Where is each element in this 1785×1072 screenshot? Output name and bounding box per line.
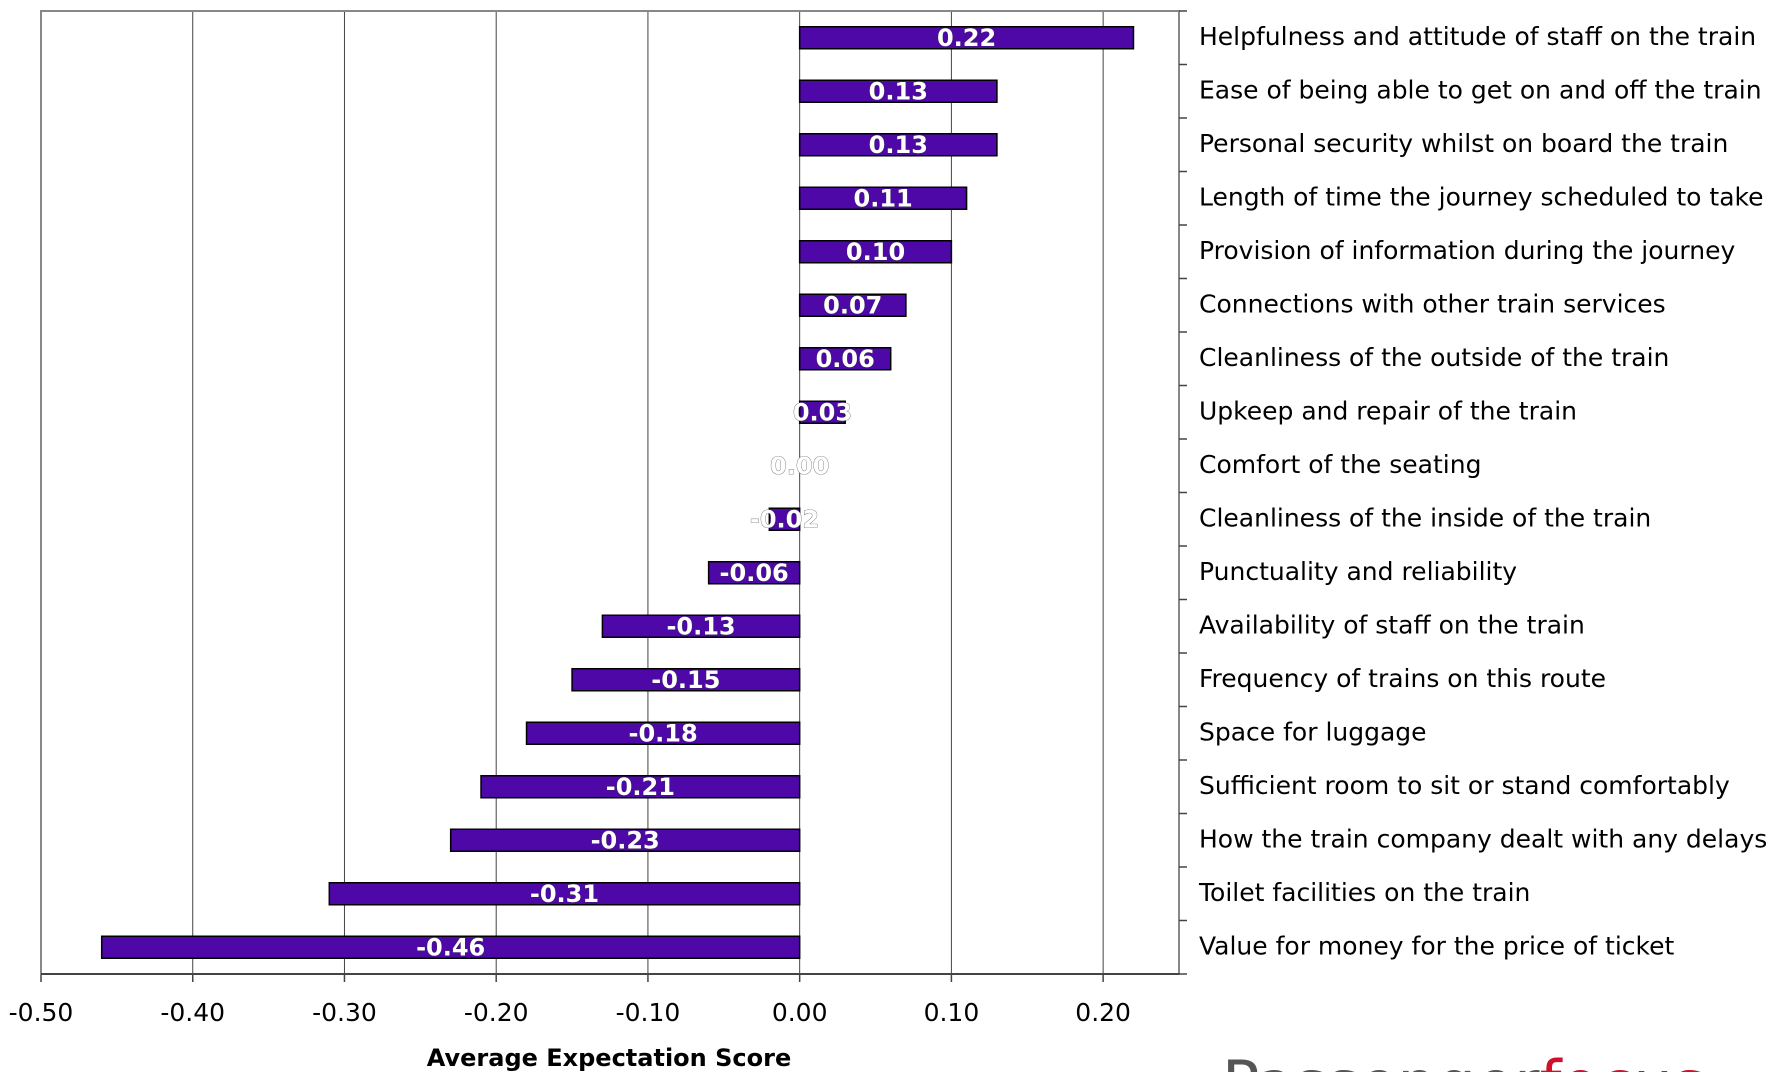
category-label: Cleanliness of the outside of the train <box>1199 343 1669 372</box>
value-label: 0.13 <box>869 77 928 105</box>
bar <box>798 240 953 264</box>
category-label: Value for money for the price of ticket <box>1199 931 1675 960</box>
value-label: 0.10 <box>846 238 905 266</box>
category-label: Upkeep and repair of the train <box>1199 396 1577 425</box>
bar <box>798 186 968 210</box>
value-label: -0.13 <box>666 612 735 640</box>
value-label: -0.46 <box>416 933 485 961</box>
bar <box>798 79 998 103</box>
x-axis-title: Average Expectation Score <box>427 1044 791 1072</box>
bar <box>798 133 998 157</box>
bar <box>601 614 801 638</box>
category-label: Frequency of trains on this route <box>1199 664 1606 693</box>
value-label: 0.03 <box>793 398 852 426</box>
value-label: -0.02 <box>750 505 819 533</box>
category-label: Ease of being able to get on and off the… <box>1199 75 1762 104</box>
x-tick-label: -0.30 <box>312 998 377 1027</box>
category-label: Space for luggage <box>1199 717 1427 746</box>
bar <box>798 347 892 371</box>
category-label: Cleanliness of the inside of the train <box>1199 503 1651 532</box>
value-label: 0.13 <box>869 131 928 159</box>
bar <box>798 293 907 317</box>
bar <box>100 935 801 959</box>
value-label: -0.18 <box>629 719 698 747</box>
category-label: Connections with other train services <box>1199 289 1666 318</box>
category-label: Toilet facilities on the train <box>1198 878 1530 907</box>
category-label: Personal security whilst on board the tr… <box>1199 129 1728 158</box>
category-label: Helpfulness and attitude of staff on the… <box>1199 22 1756 51</box>
value-label: 0.22 <box>937 24 996 52</box>
bar <box>798 26 1135 50</box>
value-label: 0.11 <box>854 184 913 212</box>
category-label: Provision of information during the jour… <box>1199 236 1735 265</box>
bar <box>707 561 801 585</box>
value-label: 0.07 <box>823 291 882 319</box>
value-label: 0.06 <box>816 345 875 373</box>
value-label: -0.06 <box>720 559 789 587</box>
bar <box>480 775 801 799</box>
category-label: How the train company dealt with any del… <box>1199 824 1767 853</box>
bar <box>798 400 846 424</box>
logo-part: focus <box>1540 1047 1705 1072</box>
category-label: Sufficient room to sit or stand comforta… <box>1199 771 1730 800</box>
category-label: Comfort of the seating <box>1199 450 1481 479</box>
x-tick-label: -0.10 <box>616 998 681 1027</box>
x-tick-label: -0.20 <box>464 998 529 1027</box>
value-label: -0.31 <box>530 880 599 908</box>
value-label: -0.21 <box>606 773 675 801</box>
x-tick-label: -0.50 <box>9 998 74 1027</box>
logo: Passengerfocus <box>1222 1047 1705 1072</box>
category-label: Punctuality and reliability <box>1199 557 1517 586</box>
x-tick-label: 0.20 <box>1075 998 1131 1027</box>
logo-part: Passenger <box>1222 1047 1540 1072</box>
category-label: Length of time the journey scheduled to … <box>1199 182 1764 211</box>
bar <box>571 668 801 692</box>
x-tick-label: 0.10 <box>924 998 980 1027</box>
category-label: Availability of staff on the train <box>1199 610 1585 639</box>
x-tick-label: -0.40 <box>160 998 225 1027</box>
bar <box>768 507 801 531</box>
value-label: -0.15 <box>651 666 720 694</box>
value-label: 0.00 <box>770 452 829 480</box>
bar <box>525 721 801 745</box>
value-label: -0.23 <box>591 826 660 854</box>
bar <box>328 882 801 906</box>
x-tick-label: 0.00 <box>772 998 828 1027</box>
bar <box>449 828 801 852</box>
